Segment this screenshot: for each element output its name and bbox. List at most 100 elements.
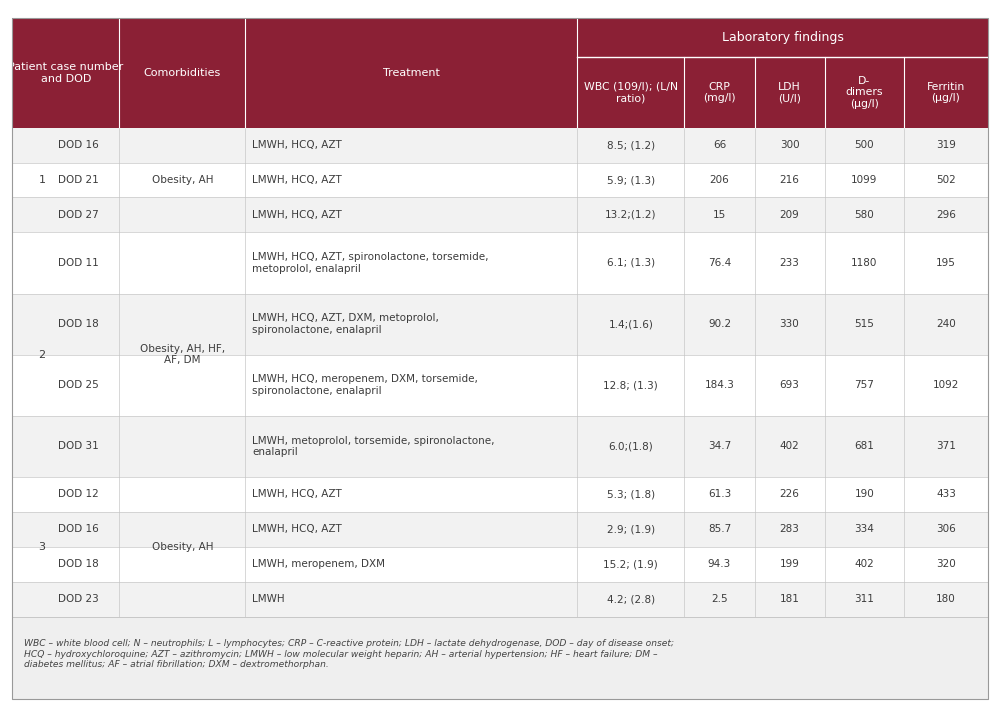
Text: 1092: 1092 [933,380,959,390]
Text: 402: 402 [854,559,874,569]
Bar [12,547,988,581]
Text: 216: 216 [780,175,799,185]
Text: 502: 502 [936,175,956,185]
Text: LMWH, HCQ, AZT, DXM, metoprolol,
spironolactone, enalapril: LMWH, HCQ, AZT, DXM, metoprolol, spirono… [252,313,439,335]
Text: LMWH, HCQ, AZT: LMWH, HCQ, AZT [252,210,342,220]
Text: DOD 16: DOD 16 [58,140,99,150]
Text: Patient case number
and DOD: Patient case number and DOD [8,62,123,84]
Text: 13.2;(1.2): 13.2;(1.2) [605,210,657,220]
Bar [12,477,988,512]
Text: 1180: 1180 [851,258,877,268]
Text: DOD 18: DOD 18 [58,559,99,569]
Text: DOD 12: DOD 12 [58,490,99,499]
Text: DOD 23: DOD 23 [58,594,99,604]
Text: 515: 515 [854,319,874,329]
Text: 180: 180 [936,594,956,604]
Text: 402: 402 [780,442,799,451]
Text: LMWH, HCQ, AZT: LMWH, HCQ, AZT [252,524,342,534]
Text: WBC (109/l); (L/N
ratio): WBC (109/l); (L/N ratio) [584,82,678,103]
Text: Obesity, AH: Obesity, AH [152,542,213,552]
Text: DOD 31: DOD 31 [58,442,99,451]
Text: 199: 199 [780,559,799,569]
Text: 334: 334 [854,524,874,534]
Text: LMWH, HCQ, AZT: LMWH, HCQ, AZT [252,490,342,499]
Bar [12,18,988,57]
Text: 195: 195 [936,258,956,268]
Bar [12,581,988,617]
Text: 433: 433 [936,490,956,499]
Text: 320: 320 [936,559,956,569]
Text: 190: 190 [854,490,874,499]
Text: 8.5; (1.2): 8.5; (1.2) [607,140,655,150]
Text: LMWH, HCQ, meropenem, DXM, torsemide,
spironolactone, enalapril: LMWH, HCQ, meropenem, DXM, torsemide, sp… [252,374,478,396]
Text: D-
dimers
(µg/l): D- dimers (µg/l) [845,76,883,109]
Text: 1.4;(1.6): 1.4;(1.6) [608,319,653,329]
Bar [12,163,988,197]
Bar [12,128,988,163]
Text: 6.1; (1.3): 6.1; (1.3) [607,258,655,268]
Text: DOD 27: DOD 27 [58,210,99,220]
Text: 1: 1 [39,175,46,185]
Text: LMWH, meropenem, DXM: LMWH, meropenem, DXM [252,559,385,569]
Text: 206: 206 [710,175,729,185]
Text: 76.4: 76.4 [708,258,731,268]
Text: 15.2; (1.9): 15.2; (1.9) [603,559,658,569]
Text: Obesity, AH, HF,
AF, DM: Obesity, AH, HF, AF, DM [140,344,225,366]
Text: 6.0;(1.8): 6.0;(1.8) [608,442,653,451]
Text: 15: 15 [713,210,726,220]
Text: Laboratory findings: Laboratory findings [722,31,843,44]
Text: 300: 300 [780,140,799,150]
Bar [12,197,988,232]
Text: 2: 2 [39,350,46,360]
Text: 5.3; (1.8): 5.3; (1.8) [607,490,655,499]
Text: 319: 319 [936,140,956,150]
Text: 306: 306 [936,524,956,534]
Text: 296: 296 [936,210,956,220]
Text: 500: 500 [854,140,874,150]
Text: DOD 25: DOD 25 [58,380,99,390]
Text: 240: 240 [936,319,956,329]
Text: WBC – white blood cell; N – neutrophils; L – lymphocytes; CRP – C-reactive prote: WBC – white blood cell; N – neutrophils;… [24,640,674,669]
Text: 94.3: 94.3 [708,559,731,569]
Text: 226: 226 [780,490,799,499]
Text: DOD 16: DOD 16 [58,524,99,534]
Text: 209: 209 [780,210,799,220]
Text: 693: 693 [780,380,799,390]
Text: CRP
(mg/l): CRP (mg/l) [703,82,736,103]
Text: LMWH, metoprolol, torsemide, spironolactone,
enalapril: LMWH, metoprolol, torsemide, spironolact… [252,435,495,457]
Text: 85.7: 85.7 [708,524,731,534]
Text: 233: 233 [780,258,799,268]
Text: 61.3: 61.3 [708,490,731,499]
Text: Ferritin
(µg/l): Ferritin (µg/l) [927,82,965,103]
Text: Obesity, AH: Obesity, AH [152,175,213,185]
Text: LMWH, HCQ, AZT: LMWH, HCQ, AZT [252,175,342,185]
Bar [12,232,988,293]
Text: 681: 681 [854,442,874,451]
Text: Treatment: Treatment [383,68,440,77]
Bar [12,512,988,547]
Bar [12,57,988,128]
Text: Comorbidities: Comorbidities [144,68,221,77]
Text: 580: 580 [854,210,874,220]
Text: 3: 3 [39,542,46,552]
Text: 283: 283 [780,524,799,534]
Text: 5.9; (1.3): 5.9; (1.3) [607,175,655,185]
Text: DOD 11: DOD 11 [58,258,99,268]
Text: LMWH: LMWH [252,594,285,604]
Text: LMWH, HCQ, AZT, spironolactone, torsemide,
metoprolol, enalapril: LMWH, HCQ, AZT, spironolactone, torsemid… [252,252,489,274]
Bar [12,617,988,699]
Text: LDH
(U/l): LDH (U/l) [778,82,801,103]
Bar [12,355,988,416]
Text: LMWH, HCQ, AZT: LMWH, HCQ, AZT [252,140,342,150]
Text: 330: 330 [780,319,799,329]
Text: 4.2; (2.8): 4.2; (2.8) [607,594,655,604]
Text: 90.2: 90.2 [708,319,731,329]
Text: DOD 18: DOD 18 [58,319,99,329]
Text: 181: 181 [780,594,799,604]
Text: 34.7: 34.7 [708,442,731,451]
Text: 2.5: 2.5 [711,594,728,604]
Text: 757: 757 [854,380,874,390]
Text: 184.3: 184.3 [705,380,734,390]
Bar [12,293,988,355]
Text: 2.9; (1.9): 2.9; (1.9) [607,524,655,534]
